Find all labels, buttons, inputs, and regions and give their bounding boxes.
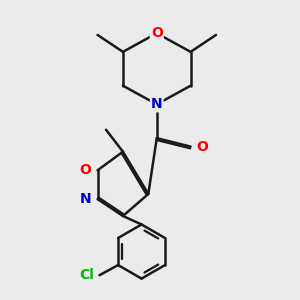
- Text: N: N: [151, 97, 163, 111]
- Text: Cl: Cl: [80, 268, 94, 282]
- Text: O: O: [80, 163, 92, 177]
- Text: N: N: [80, 192, 92, 206]
- Text: O: O: [197, 140, 208, 154]
- Text: O: O: [151, 26, 163, 40]
